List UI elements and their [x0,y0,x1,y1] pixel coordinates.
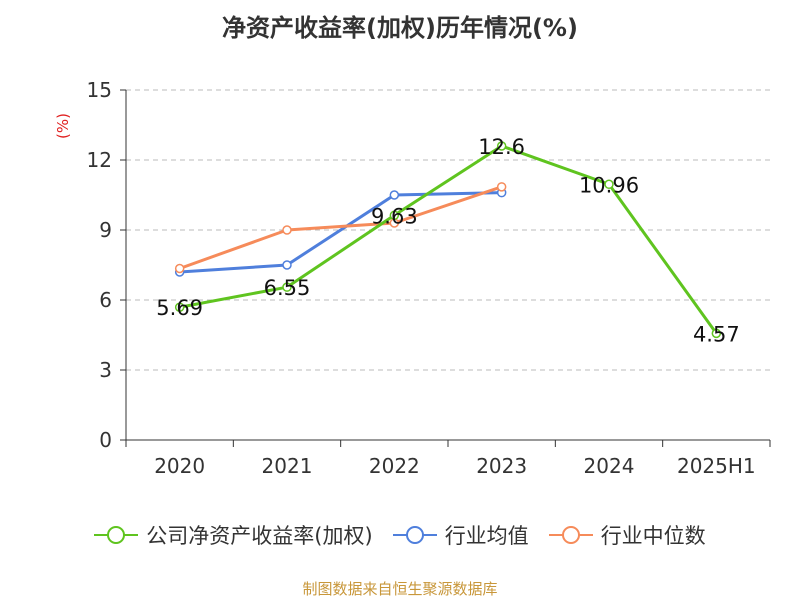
data-point [604,179,614,190]
legend-label-industry-median: 行业中位数 [600,524,706,548]
data-label: 10.96 [579,173,639,197]
data-point [174,302,185,312]
data-point [711,328,722,339]
data-point [389,190,400,200]
x-tick-label: 2024 [584,454,635,478]
x-tick-label: 2022 [369,454,420,478]
legend-item-company[interactable]: 公司净资产收益率(加权) [94,520,373,550]
y-axis-label: (%) [54,113,72,139]
chart-title: 净资产收益率(加权)历年情况(%) [222,14,578,42]
data-label: 9.63 [371,204,418,228]
y-tick-label: 6 [99,288,112,312]
legend-marker-industry-average [392,526,437,544]
y-tick-label: 15 [87,78,112,102]
y-tick-label: 12 [87,148,112,172]
legend-item-industry-median[interactable]: 行业中位数 [548,520,706,550]
legend-label-company: 公司净资产收益率(加权) [146,524,373,548]
y-tick-label: 0 [99,428,112,452]
data-point [496,182,507,192]
data-label: 6.55 [264,276,311,300]
data-point [282,225,292,235]
data-point [496,141,507,151]
legend-item-industry-average[interactable]: 行业均值 [392,520,529,550]
data-label: 12.6 [478,135,525,159]
data-label: 4.57 [693,322,740,346]
legend-label-industry-average: 行业均值 [444,524,529,548]
series-line [179,191,502,274]
data-point [174,263,185,274]
y-tick-label: 3 [99,358,112,382]
data-point [282,260,292,270]
legend-marker-company [94,526,139,544]
y-tick-label: 9 [99,218,112,242]
x-tick-label: 2020 [154,454,205,478]
data-point [282,282,292,292]
x-tick-label: 2025H1 [677,454,756,478]
x-tick-label: 2021 [262,454,313,478]
series-line [179,144,718,335]
source-note: 制图数据来自恒生聚源数据库 [302,580,498,598]
data-point [389,210,400,221]
data-label: 5.69 [156,296,203,320]
legend-marker-industry-median [548,526,593,544]
series-line [179,185,503,270]
x-tick-label: 2023 [476,454,527,478]
legend: 公司净资产收益率(加权) 行业均值 行业中位数 [0,520,800,550]
